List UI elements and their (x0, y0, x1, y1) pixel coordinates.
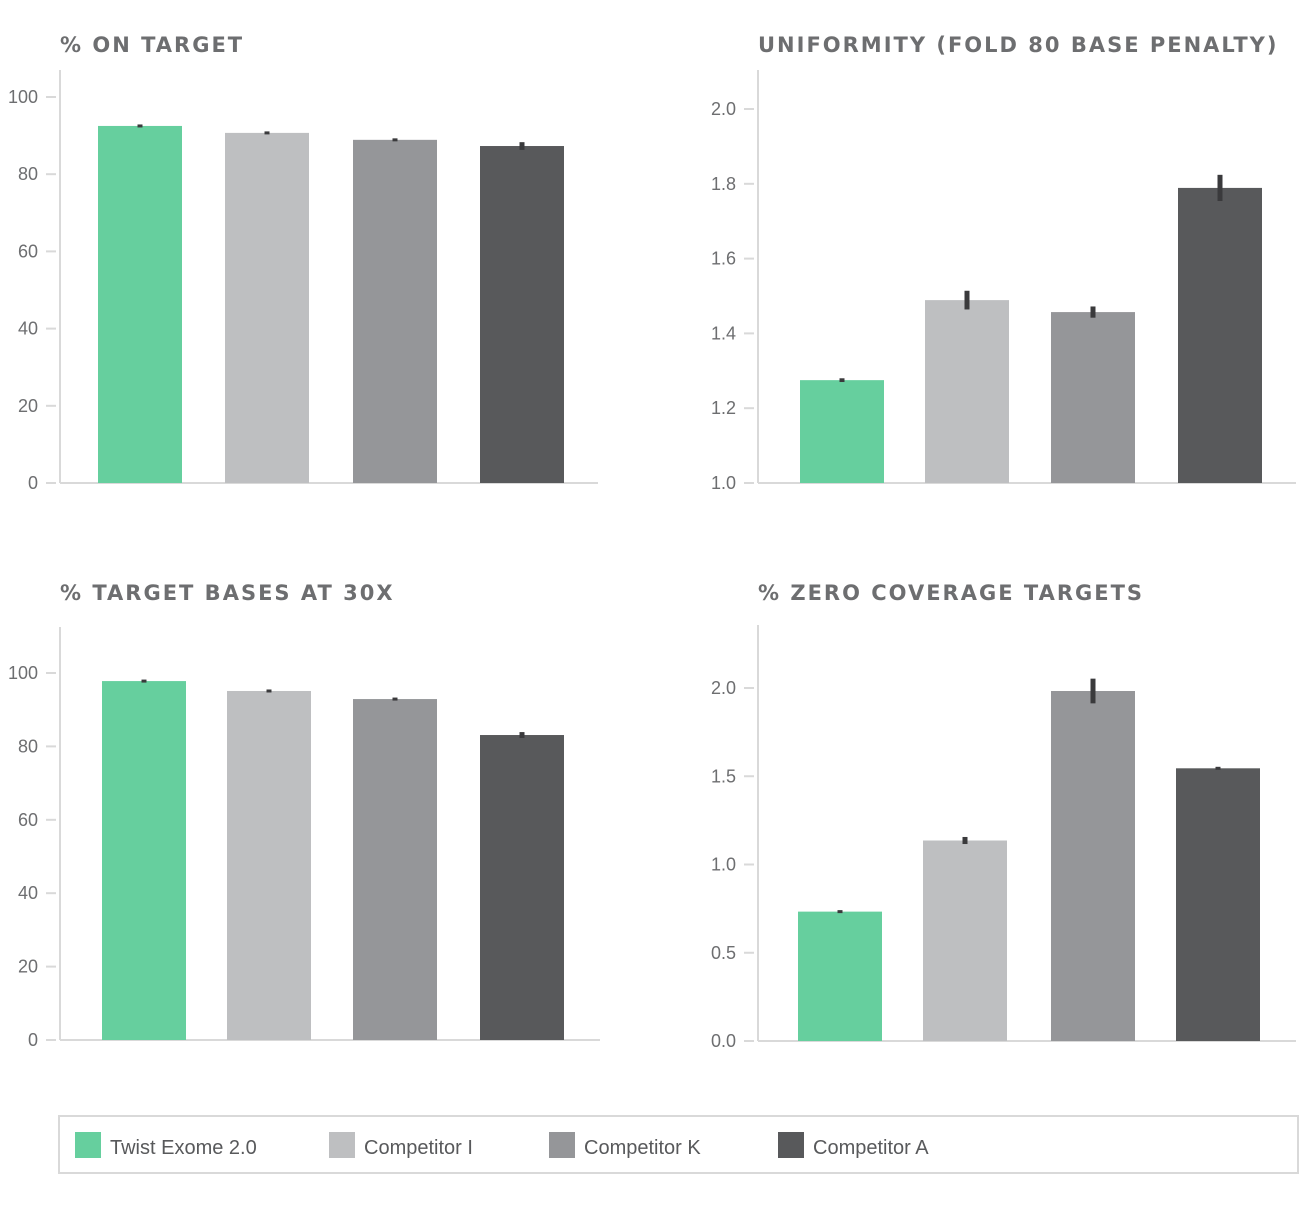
chart-title: % TARGET BASES AT 30X (60, 581, 395, 605)
error-bar (964, 290, 970, 310)
y-tick-label: 60 (18, 810, 38, 830)
bar-twist-exome-2-0 (98, 125, 182, 483)
chart-1: % ON TARGET 0 20 40 60 80 100 (8, 33, 598, 493)
bar-twist-exome-2-0 (798, 911, 882, 1041)
error-bar (141, 679, 147, 683)
bar-competitor-k (353, 699, 437, 1040)
y-tick-label: 1.0 (711, 855, 736, 875)
legend-label: Twist Exome 2.0 (110, 1137, 257, 1159)
legend-swatch (778, 1132, 804, 1158)
error-bar (266, 689, 272, 693)
legend-swatch (75, 1132, 101, 1158)
bar-competitor-a (1178, 187, 1262, 483)
bar-competitor-a (480, 146, 564, 483)
y-tick-label: 1.8 (711, 174, 736, 194)
y-tick-label: 100 (8, 87, 38, 107)
legend-label: Competitor A (813, 1137, 929, 1159)
y-tick-label: 1.5 (711, 766, 736, 786)
y-tick-label: 20 (18, 396, 38, 416)
bar-competitor-i (225, 132, 309, 483)
y-tick-label: 100 (8, 663, 38, 683)
bar-twist-exome-2-0 (102, 681, 186, 1040)
legend-item: Competitor K (549, 1132, 701, 1159)
legend-item: Twist Exome 2.0 (75, 1132, 257, 1159)
error-bar (1217, 174, 1223, 202)
chart-3: % TARGET BASES AT 30X 0 20 40 60 80 100 (8, 581, 600, 1050)
error-bar (519, 142, 525, 150)
error-bar (1215, 766, 1221, 770)
chart-4: % ZERO COVERAGE TARGETS 0.0 0.5 1.0 1.5 2.0 (711, 581, 1296, 1051)
bar-competitor-i (923, 840, 1007, 1041)
y-tick-label: 80 (18, 736, 38, 756)
y-tick-label: 40 (18, 883, 38, 903)
y-tick-label: 40 (18, 319, 38, 339)
y-tick-label: 20 (18, 957, 38, 977)
bar-competitor-i (925, 300, 1009, 483)
legend: Twist Exome 2.0 Competitor I Competitor K C… (58, 1115, 1299, 1174)
error-bar (1090, 678, 1096, 704)
error-bar (1090, 306, 1096, 318)
bar-competitor-a (1176, 768, 1260, 1041)
chart-2: UNIFORMITY (FOLD 80 BASE PENALTY) 1.0 1.2 1… (711, 33, 1296, 493)
y-tick-label: 1.2 (711, 398, 736, 418)
legend-label: Competitor I (364, 1137, 473, 1159)
y-tick-label: 80 (18, 164, 38, 184)
error-bar (392, 138, 398, 142)
error-bar (837, 910, 843, 914)
bar-competitor-k (1051, 691, 1135, 1041)
y-tick-label: 60 (18, 241, 38, 261)
bar-twist-exome-2-0 (800, 380, 884, 483)
y-tick-label: 2.0 (711, 678, 736, 698)
y-tick-label: 1.6 (711, 249, 736, 269)
legend-swatch (329, 1132, 355, 1158)
error-bar (392, 697, 398, 701)
y-tick-label: 0.5 (711, 943, 736, 963)
legend-item: Competitor I (329, 1132, 473, 1159)
error-bar (137, 124, 143, 128)
bar-competitor-k (353, 139, 437, 483)
chart-title: UNIFORMITY (FOLD 80 BASE PENALTY) (758, 33, 1278, 57)
bar-competitor-a (480, 735, 564, 1040)
bar-competitor-i (227, 690, 311, 1040)
bar-competitor-k (1051, 312, 1135, 483)
y-tick-label: 2.0 (711, 99, 736, 119)
y-tick-label: 0 (28, 473, 38, 493)
error-bar (962, 836, 968, 845)
y-tick-label: 1.0 (711, 473, 736, 493)
legend-swatch (549, 1132, 575, 1158)
chart-title: % ZERO COVERAGE TARGETS (758, 581, 1144, 605)
y-tick-label: 0 (28, 1030, 38, 1050)
legend-item: Competitor A (778, 1132, 929, 1159)
error-bar (264, 131, 270, 135)
y-tick-label: 0.0 (711, 1031, 736, 1051)
legend-label: Competitor K (584, 1137, 701, 1159)
error-bar (839, 378, 845, 383)
y-tick-label: 1.4 (711, 323, 736, 343)
error-bar (519, 732, 525, 738)
chart-title: % ON TARGET (60, 33, 244, 57)
